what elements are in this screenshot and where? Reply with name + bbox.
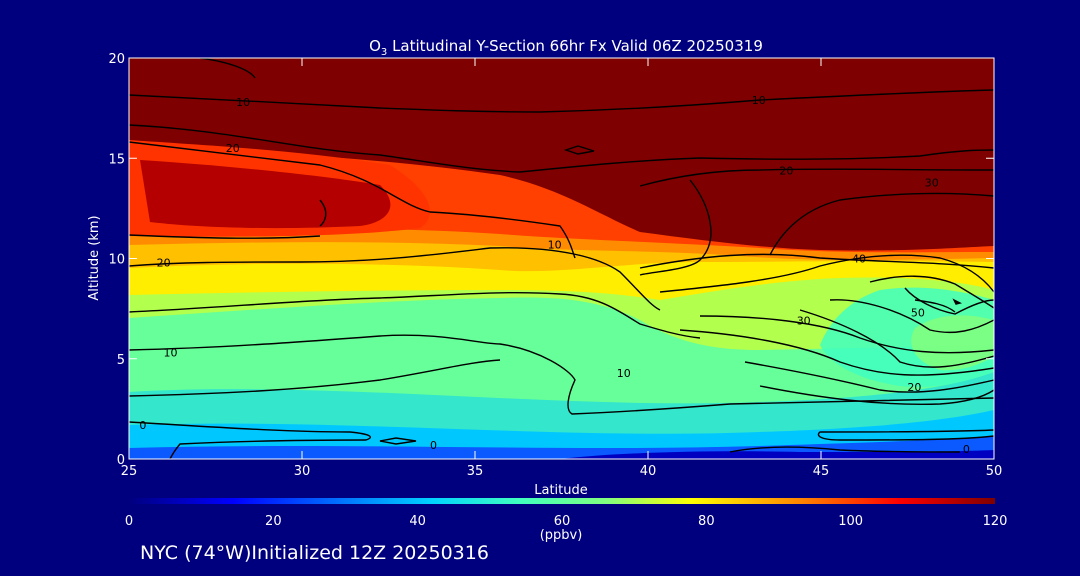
contour-label: 20 xyxy=(157,257,171,270)
colorbar-ticks: 0 20 40 60 80 100 120 xyxy=(125,514,1008,529)
contour-label: 10 xyxy=(236,96,250,109)
colorbar-units: (ppbv) xyxy=(540,528,583,543)
colorbar-tick-label: 0 xyxy=(125,514,133,529)
contour-label: 0 xyxy=(139,419,146,432)
y-tick-label: 10 xyxy=(108,253,125,268)
contour-label: 40 xyxy=(852,253,866,266)
chart-title: O3 Latitudinal Y-Section 66hr Fx Valid 0… xyxy=(369,37,763,58)
contour-label: 20 xyxy=(226,142,240,155)
x-axis-label: Latitude xyxy=(534,483,588,498)
colorbar-tick-label: 20 xyxy=(265,514,282,529)
contour-label: 10 xyxy=(752,94,766,107)
y-tick-label: 0 xyxy=(117,453,125,468)
footer-init-info: NYC (74°W)Initialized 12Z 20250316 xyxy=(140,542,489,564)
colorbar xyxy=(129,498,995,504)
y-tick-label: 15 xyxy=(108,152,125,167)
colorbar-tick-label: 60 xyxy=(554,514,571,529)
contour-label: 0 xyxy=(963,443,970,456)
contour-label: 50 xyxy=(911,307,925,320)
colorbar-tick-label: 40 xyxy=(409,514,426,529)
x-tick-label: 40 xyxy=(640,464,657,479)
contour-label: 10 xyxy=(548,238,562,251)
y-tick-label: 5 xyxy=(117,353,125,368)
colorbar-tick-label: 120 xyxy=(983,514,1008,529)
contour-label: 20 xyxy=(779,164,793,177)
axis-ticks: 25 30 35 40 45 50 0 5 10 15 20 xyxy=(108,52,1002,479)
contour-label: 20 xyxy=(907,381,921,394)
contour-lines xyxy=(129,58,994,459)
x-tick-label: 45 xyxy=(813,464,830,479)
x-tick-label: 30 xyxy=(294,464,311,479)
x-tick-label: 50 xyxy=(986,464,1003,479)
x-tick-label: 25 xyxy=(121,464,138,479)
colorbar-tick-label: 80 xyxy=(698,514,715,529)
contour-label: 0 xyxy=(430,439,437,452)
colorbar-tick-label: 100 xyxy=(838,514,863,529)
contour-label: 10 xyxy=(617,367,631,380)
contour-labels: 10 10 20 20 30 20 10 40 50 30 10 10 20 0 0 0 xyxy=(139,94,969,456)
x-tick-label: 35 xyxy=(467,464,484,479)
contour-label: 30 xyxy=(925,176,939,189)
y-tick-label: 20 xyxy=(108,52,125,67)
contour-label: 10 xyxy=(164,347,178,360)
contour-label: 30 xyxy=(797,315,811,328)
y-axis-label: Altitude (km) xyxy=(87,215,102,300)
